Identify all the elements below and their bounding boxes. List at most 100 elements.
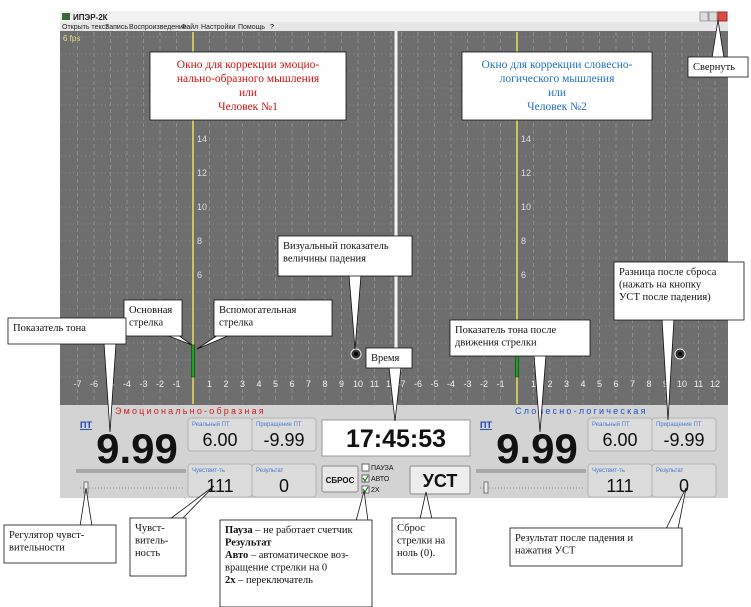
value-box (251, 417, 317, 452)
checkbox-label: 2Х (371, 487, 380, 494)
x-axis-label: 2 (223, 379, 228, 389)
callout-text: вительности (9, 543, 65, 554)
menu-item[interactable]: Настройки (201, 23, 235, 31)
x-axis-label: 5 (597, 379, 602, 389)
callout-box (461, 51, 653, 121)
reset-button[interactable] (321, 465, 359, 493)
value-box (251, 463, 317, 498)
value-caption: Реальный ПТ (192, 421, 230, 428)
x-axis-label: -2 (480, 379, 488, 389)
y-axis-label: 14 (521, 134, 531, 144)
callout-text: стрелка (129, 318, 163, 329)
value-text: 0 (279, 476, 289, 496)
callout-mask (220, 520, 372, 607)
value-text: 6.00 (202, 430, 237, 450)
x-axis-label: -5 (430, 379, 438, 389)
x-axis-label: -7 (397, 379, 405, 389)
minimize-button[interactable] (699, 11, 709, 22)
checkbox[interactable] (361, 485, 370, 494)
value-text: -9.99 (263, 430, 304, 450)
x-axis-label: -4 (447, 379, 455, 389)
x-axis-label: 6 (289, 379, 294, 389)
maximize-button[interactable] (708, 11, 718, 22)
callout-mask (614, 262, 744, 320)
callout-text: Человек №2 (527, 101, 587, 113)
checkbox[interactable] (361, 463, 370, 472)
menu-item[interactable]: Запись (105, 24, 128, 31)
pt-link[interactable]: ПТ (80, 420, 92, 430)
callout-text: логического мышления (500, 73, 615, 85)
callout-text: Показатель тона после (455, 325, 557, 336)
callout-text: или (548, 87, 566, 99)
x-axis-label: -6 (414, 379, 422, 389)
value-caption: Реальный ПТ (592, 421, 630, 428)
tone-bar (476, 469, 586, 473)
callout-text: Свернуть (693, 62, 735, 73)
set-button[interactable] (409, 465, 471, 495)
time-value: 17:45:53 (346, 425, 446, 453)
tone-value: 9.99 (96, 425, 178, 472)
value-caption: Чувствит-ть (192, 468, 225, 474)
x-axis-label: -3 (463, 379, 471, 389)
x-axis-label: 3 (564, 379, 569, 389)
set-label: УСТ (423, 471, 458, 491)
value-text: 111 (206, 476, 233, 496)
x-axis-label: 10 (353, 379, 363, 389)
callout-text: Визуальный показатель (283, 241, 389, 252)
pt-link[interactable]: ПТ (480, 420, 492, 430)
checkmark (362, 475, 369, 483)
tone-value: 9.99 (496, 425, 578, 472)
value-caption: Чувствит-ть (592, 468, 625, 474)
callout-text: Результат (225, 538, 272, 549)
value-caption: Приращение ПТ (256, 422, 302, 428)
x-axis-label: 3 (240, 379, 245, 389)
callout-box (149, 51, 347, 121)
window-title: ИПЭР-2К (73, 13, 108, 22)
menu-item[interactable]: Воспроизведение (129, 24, 187, 31)
callout-text: Разница после сброса (619, 267, 717, 278)
callout-mask (124, 300, 182, 336)
x-axis-label: 6 (613, 379, 618, 389)
callout-text: величины падения (283, 254, 366, 265)
callout-text: или (239, 87, 257, 99)
x-axis-label: 4 (256, 379, 261, 389)
menu-item[interactable]: Помощь (238, 24, 265, 31)
menu-item[interactable]: ? (270, 24, 274, 31)
callout-mask (278, 236, 412, 276)
x-axis-label: -4 (123, 379, 131, 389)
menu-item[interactable]: Открыть текст (62, 24, 109, 31)
callout-text: Пауза – не работает счетчик (225, 525, 354, 536)
value-box (651, 417, 717, 452)
callout-text: стрелки на (397, 536, 445, 547)
y-axis-label: 14 (197, 134, 207, 144)
y-axis-label: 12 (521, 168, 531, 178)
callout-text: Основная (129, 305, 172, 316)
callout-mask (8, 318, 126, 344)
fall-indicator-dot (678, 352, 682, 356)
callout-text: стрелка (219, 318, 253, 329)
callout-text: нально-образного мышления (177, 73, 320, 85)
checkbox[interactable] (361, 474, 370, 483)
callout-span: – переключатель (236, 575, 314, 586)
value-caption: Результат (656, 468, 684, 474)
callout-text: Вспомогательная (219, 305, 296, 316)
value-text: -9.99 (663, 430, 704, 450)
callout-mask (450, 320, 590, 356)
callout-text: вращение стрелки на 0 (225, 563, 327, 574)
callout-span: – не работает счетчик (253, 525, 354, 536)
callout-text: Авто – автоматическое воз- (225, 550, 349, 561)
menu-item[interactable]: Файл (181, 23, 198, 31)
close-button[interactable] (717, 11, 728, 22)
x-axis-label: 1 (531, 379, 536, 389)
callout-text: Сброс (397, 523, 425, 534)
callout-text: Окно для коррекции эмоцио- (177, 59, 320, 71)
callout-text: Окно для коррекции словесно- (482, 59, 633, 71)
x-axis-label: 10 (677, 379, 687, 389)
slider-thumb[interactable] (483, 481, 489, 494)
callout-bold: Пауза (225, 525, 253, 536)
callout-text: УСТ после падения) (619, 292, 711, 303)
x-axis-label: -7 (73, 379, 81, 389)
x-axis-label: -2 (156, 379, 164, 389)
callout-text: Регулятор чувст- (9, 530, 85, 541)
